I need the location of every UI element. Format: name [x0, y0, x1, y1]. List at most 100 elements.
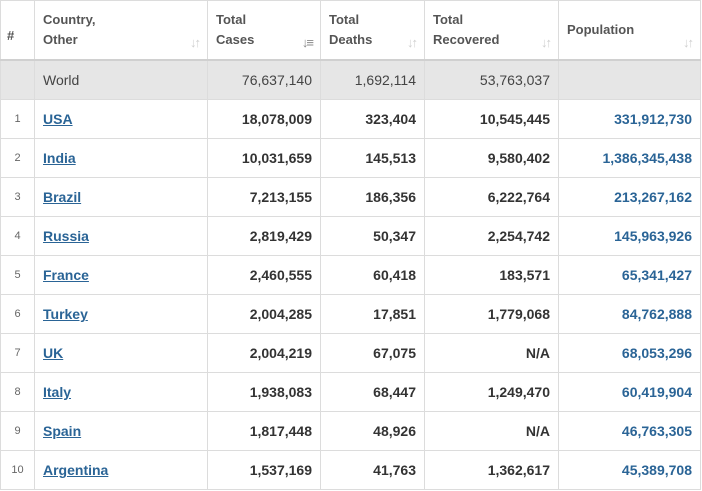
- sort-arrows-icon[interactable]: ↓↑: [190, 35, 201, 50]
- country-cell: Brazil: [34, 177, 208, 217]
- total-cases-cell: 1,938,083: [207, 372, 321, 412]
- rank-cell: 8: [0, 372, 35, 412]
- total-deaths-cell: 145,513: [320, 138, 425, 178]
- country-cell: UK: [34, 333, 208, 373]
- sort-arrows-icon[interactable]: ↓↑: [683, 35, 694, 50]
- country-cell: Argentina: [34, 450, 208, 490]
- population-cell: 45,389,708: [558, 450, 701, 490]
- deaths-header-line2: Deaths: [329, 32, 373, 47]
- population-header-label: Population: [567, 22, 635, 37]
- rank-cell: 10: [0, 450, 35, 490]
- total-recovered-cell: 6,222,764: [424, 177, 559, 217]
- total-recovered-cell: 1,779,068: [424, 294, 559, 334]
- total-cases-cell: 10,031,659: [207, 138, 321, 178]
- country-cell: Russia: [34, 216, 208, 256]
- recovered-header-line1: Total: [433, 12, 464, 27]
- world-country-cell: World: [34, 59, 208, 100]
- total-recovered-header[interactable]: Total Recovered ↓↑: [424, 0, 559, 61]
- country-link[interactable]: France: [43, 267, 89, 283]
- total-deaths-cell: 41,763: [320, 450, 425, 490]
- table-row: 3 Brazil 7,213,155 186,356 6,222,764 213,267,…: [0, 177, 701, 217]
- rank-cell: 4: [0, 216, 35, 256]
- deaths-header-line1: Total: [329, 12, 360, 27]
- rank-cell: 5: [0, 255, 35, 295]
- total-deaths-cell: 60,418: [320, 255, 425, 295]
- total-deaths-cell: 48,926: [320, 411, 425, 451]
- total-recovered-cell: 183,571: [424, 255, 559, 295]
- total-recovered-cell: 10,545,445: [424, 99, 559, 139]
- total-deaths-cell: 50,347: [320, 216, 425, 256]
- total-cases-cell: 2,004,285: [207, 294, 321, 334]
- table-row: 7 UK 2,004,219 67,075 N/A 68,053,296: [0, 333, 701, 373]
- country-link[interactable]: Russia: [43, 228, 89, 244]
- rank-header-label: #: [7, 28, 15, 43]
- rank-cell: 1: [0, 99, 35, 139]
- world-recovered-cell: 53,763,037: [424, 59, 559, 100]
- total-cases-header[interactable]: Total Cases ↓≡: [207, 0, 321, 61]
- table-row: 8 Italy 1,938,083 68,447 1,249,470 60,419,904: [0, 372, 701, 412]
- population-cell: 46,763,305: [558, 411, 701, 451]
- country-link[interactable]: USA: [43, 111, 73, 127]
- table-row: 2 India 10,031,659 145,513 9,580,402 1,386,34…: [0, 138, 701, 178]
- country-cell: Italy: [34, 372, 208, 412]
- total-cases-cell: 7,213,155: [207, 177, 321, 217]
- country-link[interactable]: Brazil: [43, 189, 82, 205]
- table-row: 5 France 2,460,555 60,418 183,571 65,341,427: [0, 255, 701, 295]
- rank-cell: 7: [0, 333, 35, 373]
- cases-header-line1: Total: [216, 12, 247, 27]
- population-cell: 84,762,888: [558, 294, 701, 334]
- country-link[interactable]: Turkey: [43, 306, 88, 322]
- total-recovered-cell: 2,254,742: [424, 216, 559, 256]
- population-cell: 1,386,345,438: [558, 138, 701, 178]
- country-link[interactable]: Spain: [43, 423, 82, 439]
- total-cases-cell: 1,817,448: [207, 411, 321, 451]
- total-deaths-header[interactable]: Total Deaths ↓↑: [320, 0, 425, 61]
- country-header[interactable]: Country, Other ↓↑: [34, 0, 208, 61]
- table-row: 1 USA 18,078,009 323,404 10,545,445 331,912,7…: [0, 99, 701, 139]
- sort-arrows-icon[interactable]: ↓↑: [541, 35, 552, 50]
- total-deaths-cell: 68,447: [320, 372, 425, 412]
- population-cell: 60,419,904: [558, 372, 701, 412]
- country-link[interactable]: Argentina: [43, 462, 109, 478]
- sort-desc-icon[interactable]: ↓≡: [301, 35, 314, 50]
- table-row: 6 Turkey 2,004,285 17,851 1,779,068 84,762,88…: [0, 294, 701, 334]
- rank-cell: 6: [0, 294, 35, 334]
- total-deaths-cell: 323,404: [320, 99, 425, 139]
- total-recovered-cell: 1,362,617: [424, 450, 559, 490]
- sort-arrows-icon[interactable]: ↓↑: [407, 35, 418, 50]
- world-population-cell: [558, 59, 701, 100]
- total-deaths-cell: 67,075: [320, 333, 425, 373]
- total-cases-cell: 2,819,429: [207, 216, 321, 256]
- rank-cell: 2: [0, 138, 35, 178]
- total-deaths-cell: 186,356: [320, 177, 425, 217]
- rank-cell: 3: [0, 177, 35, 217]
- table-row: 9 Spain 1,817,448 48,926 N/A 46,763,305: [0, 411, 701, 451]
- country-link[interactable]: Italy: [43, 384, 72, 400]
- total-deaths-cell: 17,851: [320, 294, 425, 334]
- country-cell: Turkey: [34, 294, 208, 334]
- rank-cell: 9: [0, 411, 35, 451]
- population-cell: 213,267,162: [558, 177, 701, 217]
- table-row: 4 Russia 2,819,429 50,347 2,254,742 145,963,9…: [0, 216, 701, 256]
- total-cases-cell: 2,004,219: [207, 333, 321, 373]
- country-cell: Spain: [34, 411, 208, 451]
- total-cases-cell: 18,078,009: [207, 99, 321, 139]
- country-cell: France: [34, 255, 208, 295]
- total-recovered-cell: 9,580,402: [424, 138, 559, 178]
- country-cell: USA: [34, 99, 208, 139]
- country-cell: India: [34, 138, 208, 178]
- rank-header[interactable]: #: [0, 0, 35, 61]
- cases-header-line2: Cases: [216, 32, 255, 47]
- population-cell: 65,341,427: [558, 255, 701, 295]
- population-cell: 68,053,296: [558, 333, 701, 373]
- country-link[interactable]: UK: [43, 345, 64, 361]
- world-total-row: World 76,637,140 1,692,114 53,763,037: [0, 59, 701, 100]
- world-cases-cell: 76,637,140: [207, 59, 321, 100]
- population-header[interactable]: Population ↓↑: [558, 0, 701, 61]
- country-header-line2: Other: [43, 32, 78, 47]
- total-cases-cell: 1,537,169: [207, 450, 321, 490]
- country-link[interactable]: India: [43, 150, 76, 166]
- population-cell: 145,963,926: [558, 216, 701, 256]
- total-recovered-cell: N/A: [424, 411, 559, 451]
